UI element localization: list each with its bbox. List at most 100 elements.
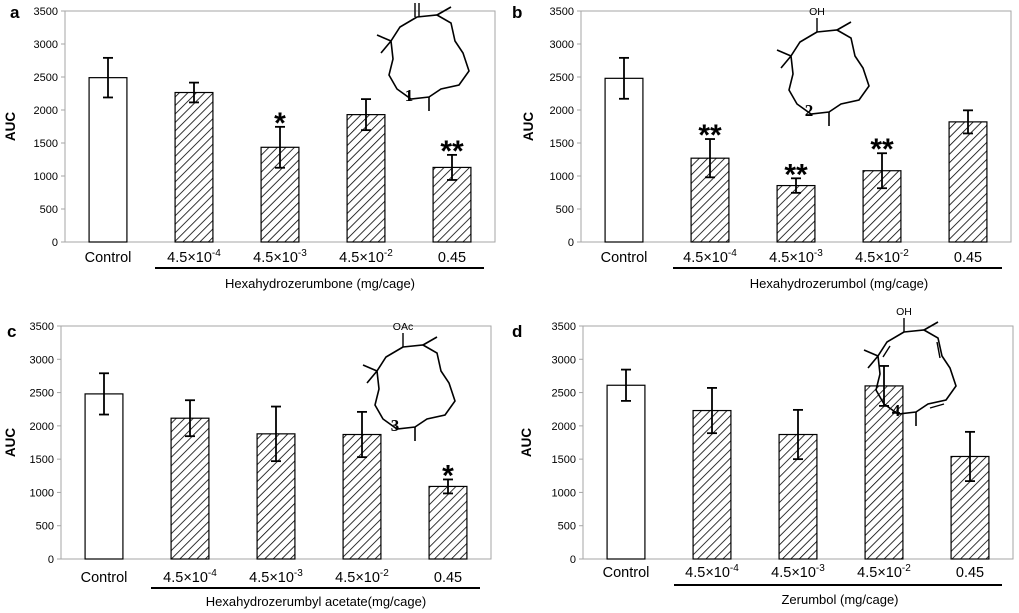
category-label: Control	[85, 250, 132, 266]
category-label: Control	[601, 250, 648, 266]
significance-marker: **	[698, 119, 722, 152]
y-tick-label: 2500	[550, 72, 574, 84]
ring-bonds	[875, 329, 957, 415]
compound-number: 1	[405, 86, 414, 105]
bar	[604, 77, 644, 243]
chart-panel-c: c 0 500 1000 1500 2000 2500 3000 3500 AUC Control 4…	[3, 321, 492, 609]
y-tick-label: 1500	[34, 138, 58, 150]
category-label: 0.45	[438, 250, 466, 266]
methyl-bond	[863, 349, 879, 357]
significance-marker: *	[274, 107, 286, 140]
methyl-bond	[776, 49, 792, 57]
category-label: Control	[603, 565, 650, 581]
significance-marker: *	[442, 459, 454, 492]
bar	[428, 485, 468, 560]
y-tick-label: 500	[36, 521, 54, 533]
bar	[88, 77, 128, 243]
x-axis-label: Hexahydrozerumbone (mg/cage)	[225, 276, 415, 291]
methyl-bond	[923, 321, 939, 331]
bar	[950, 455, 990, 560]
functional-group: OAc	[393, 321, 413, 333]
ring-bonds	[388, 14, 470, 100]
y-tick-label: 0	[48, 554, 54, 566]
y-tick-label: 3000	[30, 354, 54, 366]
compound-structure: O1	[376, 0, 470, 111]
y-tick-label: 2000	[30, 421, 54, 433]
y-tick-label: 3500	[552, 321, 576, 333]
significance-marker: **	[784, 158, 808, 191]
bar	[170, 417, 210, 560]
category-label: 4.5×10-3	[253, 248, 307, 266]
methyl-bond	[867, 355, 879, 369]
compound-number: 2	[805, 101, 814, 120]
category-label: 0.45	[956, 565, 984, 581]
y-tick-label: 2500	[30, 388, 54, 400]
y-tick-label: 3500	[30, 321, 54, 333]
y-tick-label: 1000	[552, 487, 576, 499]
y-tick-label: 1500	[550, 138, 574, 150]
x-axis-label: Hexahydrozerumbyl acetate(mg/cage)	[206, 594, 426, 609]
methyl-bond	[836, 21, 852, 31]
category-label: 4.5×10-3	[771, 563, 825, 581]
category-label: 4.5×10-4	[683, 248, 737, 266]
bar	[776, 184, 816, 243]
y-axis-label: AUC	[3, 428, 18, 457]
methyl-bond	[366, 370, 378, 384]
y-tick-label: 2500	[552, 388, 576, 400]
x-axis-label: Hexahydrozerumbol (mg/cage)	[750, 276, 928, 291]
y-tick-label: 3000	[550, 39, 574, 51]
panel-label: c	[7, 322, 16, 341]
y-tick-label: 2500	[34, 72, 58, 84]
y-tick-label: 1000	[550, 171, 574, 183]
bar	[346, 114, 386, 243]
chart-panel-b: b 0 500 1000 1500 2000 2500 3000 3500 AUC Control *…	[512, 3, 1012, 291]
category-label: Control	[81, 570, 128, 586]
methyl-bond	[376, 34, 392, 42]
category-label: 4.5×10-2	[857, 563, 911, 581]
bar	[174, 91, 214, 243]
bar	[606, 384, 646, 560]
y-axis-label: AUC	[519, 428, 534, 457]
x-axis-label: Zerumbol (mg/cage)	[781, 592, 898, 607]
y-tick-label: 0	[568, 237, 574, 249]
y-tick-label: 1000	[34, 171, 58, 183]
ring-bonds	[788, 29, 870, 115]
y-tick-label: 500	[556, 204, 574, 216]
double-bond	[882, 345, 891, 358]
methyl-bond	[780, 55, 792, 69]
category-label: 0.45	[434, 570, 462, 586]
functional-group: OH	[809, 6, 825, 18]
compound-structure: OH 4	[863, 306, 957, 426]
y-tick-label: 2000	[552, 421, 576, 433]
category-label: 4.5×10-2	[335, 568, 389, 586]
methyl-bond	[422, 336, 438, 346]
category-label: 4.5×10-2	[855, 248, 909, 266]
ring-bonds	[374, 344, 456, 430]
double-bond	[929, 403, 945, 409]
category-label: 4.5×10-3	[769, 248, 823, 266]
y-axis-label: AUC	[521, 112, 536, 141]
y-tick-label: 0	[570, 554, 576, 566]
y-tick-label: 1500	[552, 454, 576, 466]
category-label: 4.5×10-2	[339, 248, 393, 266]
category-label: 4.5×10-4	[685, 563, 739, 581]
functional-group: O	[413, 0, 421, 3]
y-tick-label: 500	[40, 204, 58, 216]
y-tick-label: 1500	[30, 454, 54, 466]
bar	[948, 121, 988, 243]
y-tick-label: 3500	[34, 6, 58, 18]
category-label: 4.5×10-4	[163, 568, 217, 586]
functional-group: OH	[896, 306, 912, 318]
compound-structure: OH 2	[776, 6, 870, 126]
y-tick-label: 3000	[552, 354, 576, 366]
methyl-bond	[362, 364, 378, 372]
y-tick-label: 2000	[34, 105, 58, 117]
category-label: 0.45	[954, 250, 982, 266]
significance-marker: **	[870, 133, 894, 166]
panel-label: d	[512, 322, 522, 341]
y-tick-label: 0	[52, 237, 58, 249]
y-tick-label: 1000	[30, 487, 54, 499]
category-label: 4.5×10-3	[249, 568, 303, 586]
bar	[692, 409, 732, 560]
